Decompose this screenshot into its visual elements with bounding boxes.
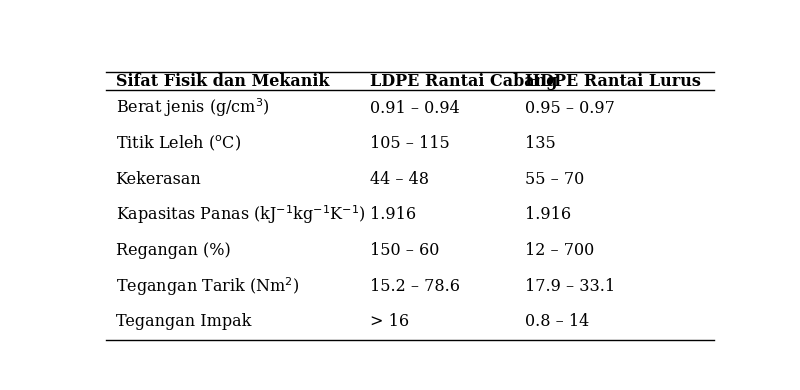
Text: 0.8 – 14: 0.8 – 14 — [525, 313, 589, 330]
Text: 12 – 700: 12 – 700 — [525, 242, 594, 259]
Text: Tegangan Tarik (Nm$^2$): Tegangan Tarik (Nm$^2$) — [115, 275, 299, 298]
Text: 44 – 48: 44 – 48 — [370, 171, 429, 188]
Text: Kekerasan: Kekerasan — [115, 171, 202, 188]
Text: HDPE Rantai Lurus: HDPE Rantai Lurus — [525, 73, 701, 90]
Text: Titik Leleh ($^{\rm o}$C): Titik Leleh ($^{\rm o}$C) — [115, 134, 241, 153]
Text: Tegangan Impak: Tegangan Impak — [115, 313, 251, 330]
Text: 0.91 – 0.94: 0.91 – 0.94 — [370, 100, 459, 117]
Text: 150 – 60: 150 – 60 — [370, 242, 439, 259]
Text: Berat jenis (g/cm$^3$): Berat jenis (g/cm$^3$) — [115, 97, 270, 119]
Text: 135: 135 — [525, 135, 555, 152]
Text: 0.95 – 0.97: 0.95 – 0.97 — [525, 100, 614, 117]
Text: Regangan (%): Regangan (%) — [115, 242, 230, 259]
Text: Sifat Fisik dan Mekanik: Sifat Fisik dan Mekanik — [115, 73, 329, 90]
Text: 55 – 70: 55 – 70 — [525, 171, 584, 188]
Text: 17.9 – 33.1: 17.9 – 33.1 — [525, 278, 615, 295]
Text: Kapasitas Panas (kJ$^{-1}$kg$^{-1}$K$^{-1}$): Kapasitas Panas (kJ$^{-1}$kg$^{-1}$K$^{-… — [115, 204, 366, 226]
Text: 15.2 – 78.6: 15.2 – 78.6 — [370, 278, 460, 295]
Text: 1.916: 1.916 — [370, 206, 416, 223]
Text: 105 – 115: 105 – 115 — [370, 135, 450, 152]
Text: 1.916: 1.916 — [525, 206, 571, 223]
Text: > 16: > 16 — [370, 313, 409, 330]
Text: LDPE Rantai Cabang: LDPE Rantai Cabang — [370, 73, 558, 90]
